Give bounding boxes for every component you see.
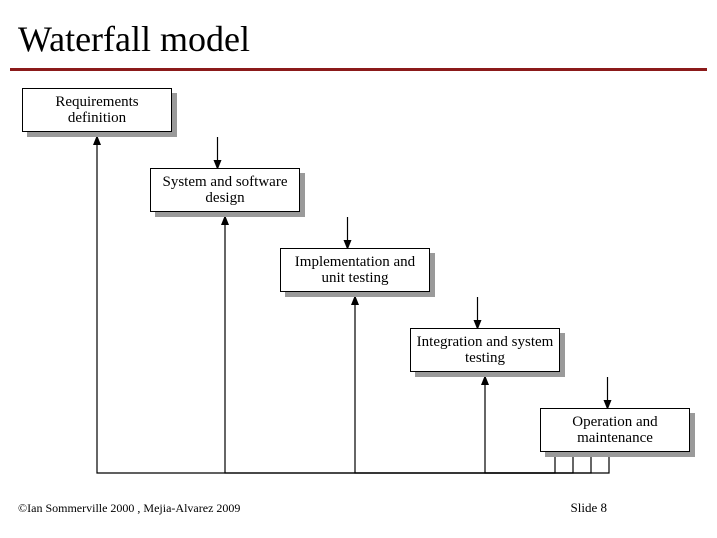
flow-node: Operation and maintenance (540, 408, 690, 452)
waterfall-diagram: Requirements definition System and softwa… (0, 78, 717, 478)
flow-node-label: Operation and maintenance (545, 414, 685, 447)
copyright: ©Ian Sommerville 2000 , Mejia-Alvarez 20… (18, 501, 240, 516)
title-underline (10, 68, 707, 71)
flow-node-label: Requirements definition (27, 94, 167, 127)
flow-node: Requirements definition (22, 88, 172, 132)
page-title: Waterfall model (18, 18, 250, 60)
flow-node-label: System and software design (155, 174, 295, 207)
flow-node-label: Integration and system testing (415, 334, 555, 367)
flow-node: System and software design (150, 168, 300, 212)
slide: Waterfall model Requirements definition S… (0, 0, 717, 538)
flow-node: Integration and system testing (410, 328, 560, 372)
slide-number: Slide 8 (571, 500, 607, 516)
flow-node-label: Implementation and unit testing (285, 254, 425, 287)
flow-node: Implementation and unit testing (280, 248, 430, 292)
